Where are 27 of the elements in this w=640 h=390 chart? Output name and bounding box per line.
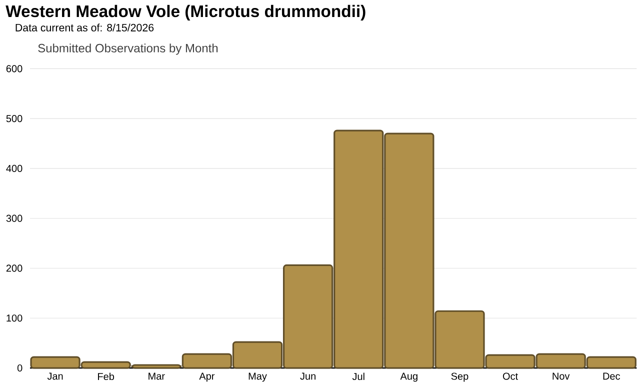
x-tick-label: Jun: [300, 372, 316, 380]
x-tick-label: Aug: [400, 372, 418, 382]
y-tick-label: 400: [6, 164, 22, 172]
y-tick-label: 600: [6, 65, 22, 72]
bar: [384, 132, 434, 369]
chart-title: Western Meadow Vole (Microtus drummondii): [6, 4, 366, 20]
x-tick-label: Dec: [603, 372, 620, 380]
x-tick-label: Jan: [47, 372, 63, 380]
bar: [282, 264, 334, 369]
x-tick-label: Nov: [552, 372, 570, 380]
bar: [334, 130, 384, 369]
text: Submitted Observations by Month: [38, 44, 218, 55]
x-tick-label: Apr: [199, 372, 215, 382]
bar: [232, 341, 283, 369]
x-tick-label: May: [248, 372, 267, 382]
x-tick-label: Jul: [352, 372, 364, 380]
x-tick-label: Sep: [451, 372, 468, 382]
x-tick-label: Oct: [502, 372, 518, 380]
bar: [434, 310, 485, 369]
y-tick-label: 100: [6, 314, 22, 322]
y-tick-label: 500: [6, 115, 22, 122]
chart-subtitle: Data current as of: 8/15/2026: [16, 24, 154, 32]
x-tick-label: Mar: [148, 372, 165, 380]
y-tick-label: 200: [6, 264, 22, 272]
y-tick-label: 0: [17, 364, 22, 372]
x-tick-label: Feb: [98, 372, 114, 380]
y-tick-label: 300: [6, 214, 22, 222]
